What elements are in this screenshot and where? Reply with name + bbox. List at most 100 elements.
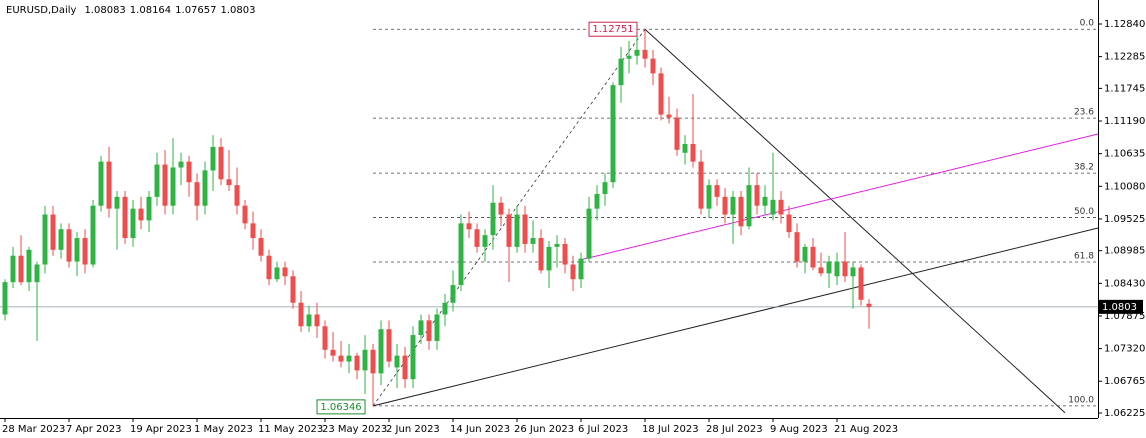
candle-body [546,246,552,271]
y-tick-label: 1.08430 [1104,278,1145,289]
candle-body [658,73,664,115]
candle-body [762,196,768,206]
candle-body [410,335,416,380]
candle-body [330,349,336,356]
candle-body [522,214,528,244]
fib-level-label: 61.8 [1074,252,1094,262]
candle-body [298,302,304,327]
candle-body [474,229,480,247]
candle-body [218,146,224,180]
candle-body [194,182,200,206]
candle-body [58,229,64,250]
x-tick-label: 6 Jul 2023 [578,424,628,435]
price-label: 1.06346 [320,402,361,413]
y-tick-label: 1.12840 [1104,19,1145,30]
candle-body [490,202,496,236]
trend-line [579,133,1099,261]
x-tick-label: 19 Apr 2023 [130,424,192,435]
candle-body [362,349,368,371]
fib-level-label: 0.0 [1080,19,1095,29]
candle-body [698,161,704,209]
candle-body [386,329,392,362]
candle-body [506,214,512,247]
candle-body [498,202,504,215]
candle-body [258,238,264,256]
candle-body [178,161,184,168]
candle-body [722,196,728,215]
ohlc-low: 1.07657 [175,5,216,16]
candle-body [706,185,712,209]
candle-body [674,117,680,150]
current-price-tag-label: 1.0803 [1102,302,1137,313]
candle-body [770,199,776,215]
candle-body [746,185,752,227]
candle-body [402,355,408,380]
candle-body [250,223,256,239]
candle-body [114,196,120,209]
candle-body [34,264,40,283]
x-tick-label: 7 Apr 2023 [66,424,121,435]
candle-body [650,58,656,74]
candle-body [618,58,624,86]
trend-line [372,227,1099,407]
y-tick-label: 1.09525 [1104,214,1145,225]
y-tick-label: 1.11745 [1104,83,1145,94]
candle-body [282,267,288,277]
candle-body [2,282,8,315]
candle-body [74,238,80,262]
x-tick-label: 26 Jun 2023 [514,424,574,435]
candle-body [642,49,648,59]
x-tick-label: 14 Jun 2023 [450,424,510,435]
candle-body [50,214,56,250]
candle-body [818,267,824,274]
price-label-box [316,399,366,415]
candle-body [834,261,840,277]
candle-body [394,355,400,368]
candle-body [458,223,464,286]
candle-body [122,196,128,239]
candle-body [682,143,688,153]
candle-body [602,182,608,194]
candle-body [266,255,272,280]
candle-body [202,170,208,206]
fib-level-label: 100.0 [1068,395,1094,405]
candle-body [370,349,376,374]
candle-body [170,167,176,206]
x-tick-label: 21 Aug 2023 [834,424,898,435]
candle-body [26,249,32,283]
x-tick-label: 18 Jul 2023 [642,424,699,435]
candle-body [466,223,472,230]
candle-body [794,232,800,262]
candle-body [90,205,96,265]
candle-body [378,329,384,374]
candle-body [778,199,784,215]
candle-body [186,161,192,183]
candle-body [98,161,104,206]
chart-title: EURUSD,Daily 1.08083 1.08164 1.07657 1.0803 [6,5,256,16]
candle-body [226,179,232,186]
candle-body [634,49,640,56]
candle-body [626,55,632,59]
candle-body [42,214,48,265]
y-tick-label: 1.06225 [1104,408,1145,419]
candle-body [562,243,568,265]
candle-body [578,258,584,280]
x-tick-label: 11 May 2023 [258,424,323,435]
price-label: 1.12751 [592,24,633,35]
candle-body [322,326,328,350]
ohlc-high: 1.08164 [130,5,171,16]
candle-body [66,229,72,262]
candle-body [354,355,360,371]
candle-body [538,238,544,271]
candle-body [138,208,144,221]
candle-body [290,276,296,303]
candle-body [554,243,560,247]
ohlc-close: 1.0803 [221,5,256,16]
candle-body [514,214,520,247]
candle-body [802,246,808,262]
y-tick-label: 1.06765 [1104,376,1145,387]
candle-body [530,238,536,244]
candle-body [858,267,864,300]
candle-body [106,161,112,209]
y-tick-label: 1.10080 [1104,181,1145,192]
